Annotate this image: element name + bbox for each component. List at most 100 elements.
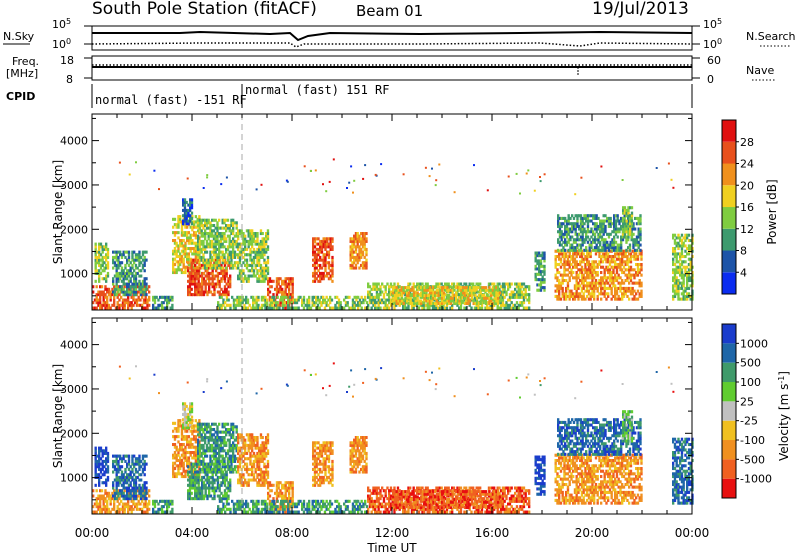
power-cell xyxy=(268,279,272,283)
power-cell xyxy=(677,265,680,269)
power-cell xyxy=(584,276,587,280)
power-cell xyxy=(561,263,564,267)
power-cell xyxy=(122,250,125,254)
power-cell xyxy=(106,261,110,265)
power-cell xyxy=(224,306,227,310)
power-cell xyxy=(596,271,599,275)
power-cell xyxy=(594,252,598,256)
power-cell xyxy=(577,286,580,290)
power-cell xyxy=(249,237,252,241)
power-cell xyxy=(324,258,327,262)
power-cell xyxy=(599,232,602,236)
velocity-cell xyxy=(120,494,124,498)
power-cell xyxy=(317,269,320,273)
power-cell xyxy=(180,271,184,275)
power-cell xyxy=(249,239,252,243)
power-cell xyxy=(635,257,638,261)
power-cell xyxy=(672,236,675,240)
power-cell xyxy=(493,303,496,307)
power-cell xyxy=(106,301,109,305)
power-cell xyxy=(490,294,493,298)
power-speckle xyxy=(206,176,209,179)
power-cell xyxy=(428,303,431,307)
power-cell xyxy=(510,306,513,310)
velocity-cell xyxy=(102,497,105,501)
power-cell xyxy=(514,306,517,310)
power-cell xyxy=(211,266,214,270)
power-cell xyxy=(565,240,569,244)
power-cell xyxy=(193,233,196,237)
power-cell xyxy=(541,251,544,255)
power-cell xyxy=(594,271,598,275)
power-cell xyxy=(102,303,105,307)
power-cell xyxy=(102,293,105,297)
power-cell xyxy=(451,286,454,290)
power-cell xyxy=(286,285,289,289)
power-cell xyxy=(615,279,619,283)
power-cell xyxy=(568,271,571,275)
power-cell xyxy=(372,282,375,286)
power-cell xyxy=(578,248,581,252)
velocity-cell xyxy=(99,467,103,471)
power-cell xyxy=(487,282,491,286)
power-cell xyxy=(630,232,634,236)
velocity-cell xyxy=(125,502,128,506)
power-cell xyxy=(172,268,175,272)
power-cell xyxy=(588,238,591,242)
power-cell xyxy=(197,287,200,291)
freq-hi: 18 xyxy=(60,54,74,67)
power-cell xyxy=(561,276,564,280)
power-cell xyxy=(202,263,206,267)
velocity-cell xyxy=(99,497,102,501)
power-cell xyxy=(608,273,612,277)
power-cell xyxy=(191,228,194,232)
power-cell xyxy=(319,239,322,243)
power-cell xyxy=(239,303,243,307)
power-cell xyxy=(557,222,560,226)
power-cell xyxy=(417,306,421,310)
power-cell xyxy=(677,233,680,237)
power-cell xyxy=(365,247,368,251)
power-cell xyxy=(367,285,370,289)
power-cell xyxy=(604,227,607,231)
power-cell xyxy=(127,250,131,254)
power-cell xyxy=(397,299,400,303)
power-speckle xyxy=(374,173,377,176)
power-cell xyxy=(416,291,419,295)
power-cell xyxy=(578,214,581,218)
velocity-cell xyxy=(127,507,130,511)
power-cell xyxy=(538,254,541,258)
power-cell xyxy=(403,298,407,302)
power-cell xyxy=(396,290,400,294)
power-cell xyxy=(182,233,185,237)
power-cell xyxy=(329,295,332,299)
power-cbar-swatch xyxy=(722,250,736,273)
power-cell xyxy=(515,293,519,297)
power-cell xyxy=(140,287,143,291)
power-cell xyxy=(571,243,574,247)
power-cell xyxy=(388,301,391,305)
power-cell xyxy=(465,286,468,290)
power-cell xyxy=(411,302,414,306)
power-cell xyxy=(363,266,366,270)
power-cell xyxy=(212,263,216,267)
power-cell xyxy=(171,306,174,310)
power-cell xyxy=(448,296,451,300)
power-cell xyxy=(207,221,210,225)
power-cell xyxy=(687,294,691,298)
power-cell xyxy=(619,286,622,290)
velocity-cell xyxy=(112,454,115,458)
power-cell xyxy=(315,255,318,259)
power-cell xyxy=(573,263,577,267)
power-cell xyxy=(608,263,612,267)
power-cell xyxy=(617,273,620,277)
power-cell xyxy=(402,306,405,310)
power-cell xyxy=(595,246,598,250)
power-cell xyxy=(522,282,526,286)
power-cell xyxy=(119,277,122,281)
power-cell xyxy=(581,238,584,242)
power-cell xyxy=(194,263,197,267)
power-cell xyxy=(113,293,117,297)
power-cell xyxy=(247,269,250,273)
power-cell xyxy=(438,282,442,286)
